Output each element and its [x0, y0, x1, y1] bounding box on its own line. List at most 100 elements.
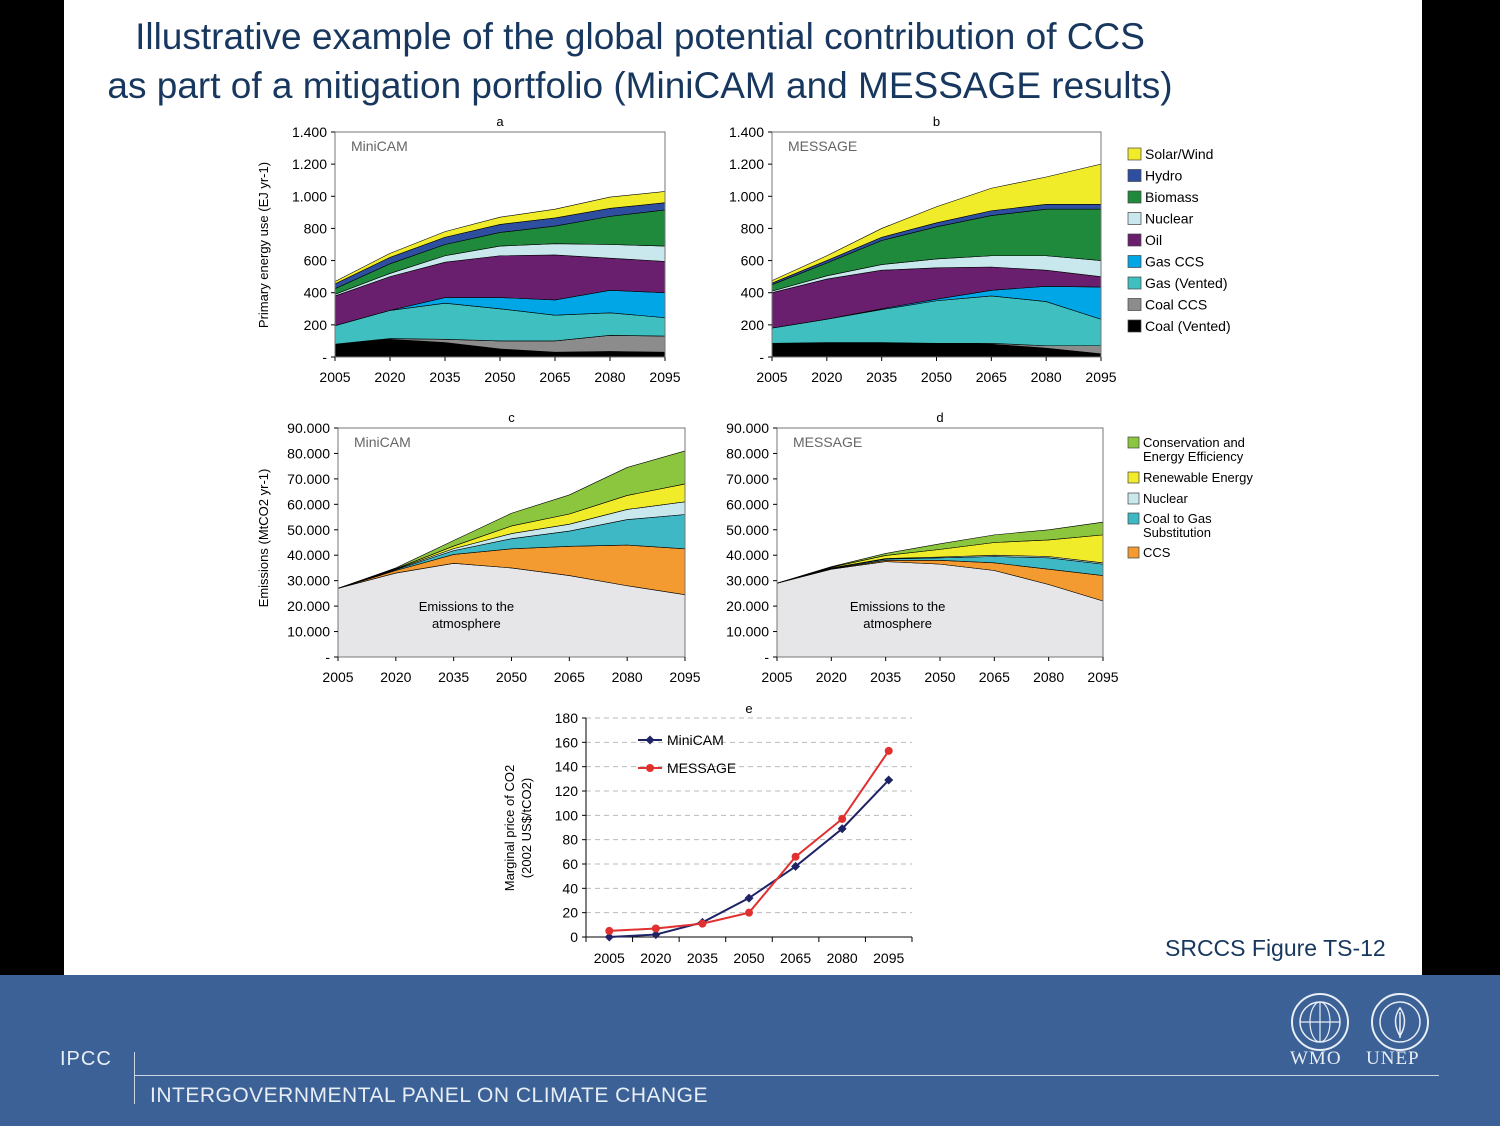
panel-a-x-tick-label: 2050: [484, 369, 515, 385]
legend-energy-label: Gas (Vented): [1145, 275, 1228, 291]
panel-e-y-tick-label: 160: [555, 734, 579, 750]
panel-a-x-tick-label: 2080: [594, 369, 625, 385]
panel-c-y-axis-label: Emissions (MtCO2 yr-1): [256, 469, 271, 608]
panel-e-point-message: [698, 919, 707, 928]
wmo-logo-label: WMO: [1290, 1048, 1342, 1069]
panel-b-y-tick-label: 800: [741, 220, 765, 236]
panel-d-model-label: MESSAGE: [793, 434, 862, 450]
slide-title: Illustrative example of the global poten…: [0, 12, 1280, 110]
panel-c-model-label: MiniCAM: [354, 434, 411, 450]
panel-d-x-tick-label: 2080: [1033, 669, 1064, 685]
panel-e-y-tick-label: 40: [562, 880, 578, 896]
panel-a-x-tick-label: 2035: [429, 369, 460, 385]
legend-energy-swatch: [1127, 169, 1142, 182]
panel-e-x-tick-label: 2035: [687, 950, 718, 966]
panel-a-x-tick-label: 2095: [649, 369, 680, 385]
panel-e-point-minicam: [604, 932, 614, 942]
panel-d-y-tick-label: 60.000: [726, 496, 769, 512]
panel-e-point-message: [745, 908, 753, 917]
legend-energy-label: Coal CCS: [1145, 297, 1207, 313]
panel-e-point-message: [884, 746, 893, 755]
panel-e-x-tick-label: 2080: [827, 950, 858, 966]
panel-d-y-tick-label: 80.000: [726, 445, 769, 461]
legend-energy-label: Biomass: [1145, 189, 1199, 205]
legend-energy-swatch: [1127, 298, 1142, 311]
panel-b-x-tick-label: 2080: [1031, 369, 1062, 385]
panel-e-x-tick-label: 2020: [640, 950, 671, 966]
panel-d-y-tick-label: 90.000: [726, 420, 769, 436]
panel-c-y-tick-label: 70.000: [287, 471, 330, 487]
panel-c-y-tick-label: 50.000: [287, 522, 330, 538]
slide-canvas: [64, 0, 1422, 975]
panel-b-y-tick-label: 600: [741, 253, 765, 269]
panel-e-point-minicam: [651, 930, 661, 940]
panel-e-y-tick-label: 180: [555, 710, 579, 726]
panel-c-x-tick-label: 2080: [612, 669, 643, 685]
legend-emissions-label: Energy Efficiency: [1143, 449, 1244, 464]
panel-e-x-tick-label: 2095: [873, 950, 904, 966]
panel-e-y-tick-label: 20: [562, 905, 578, 921]
legend-emissions-swatch: [1127, 436, 1140, 449]
panel-c-x-tick-label: 2020: [380, 669, 411, 685]
panel-a-y-tick-label: 600: [304, 253, 328, 269]
panel-d-x-tick-label: 2095: [1087, 669, 1118, 685]
panel-a-y-tick-label: 400: [304, 285, 328, 301]
figure-source-label: SRCCS Figure TS-12: [1165, 935, 1386, 961]
panel-c-x-tick-label: 2035: [438, 669, 469, 685]
legend-emissions-label: Coal to Gas: [1143, 511, 1212, 526]
legend-energy-swatch: [1127, 233, 1142, 247]
panel-e-x-tick-label: 2050: [733, 950, 764, 966]
panel-e-y-tick-label: 80: [562, 832, 578, 848]
panel-b-y-tick-label: -: [759, 349, 764, 365]
panel-e-x-tick-label: 2065: [780, 950, 811, 966]
panel-c-annotation-line-2: atmosphere: [432, 616, 501, 631]
unep-logo-icon: [1371, 993, 1429, 1051]
panel-e-legend-label: MESSAGE: [667, 760, 736, 776]
panel-d-annotation-line-1: Emissions to the: [850, 599, 945, 614]
panel-d-letter: d: [936, 410, 943, 425]
panel-c-x-tick-label: 2050: [496, 669, 527, 685]
panel-d-x-tick-label: 2050: [924, 669, 955, 685]
legend-emissions-swatch: [1127, 471, 1140, 484]
panel-d-x-tick-label: 2035: [870, 669, 901, 685]
panel-b-x-tick-label: 2005: [756, 369, 787, 385]
panel-d-y-tick-label: 30.000: [726, 573, 769, 589]
panel-e-y-tick-label: 100: [555, 807, 579, 823]
panel-d-x-tick-label: 2020: [816, 669, 847, 685]
panel-d-y-tick-label: 70.000: [726, 471, 769, 487]
panel-e-x-tick-label: 2005: [594, 950, 625, 966]
legend-energy-swatch: [1127, 319, 1142, 333]
panel-e-point-message: [651, 924, 660, 933]
panel-e-point-minicam: [837, 824, 847, 834]
panel-b-model-label: MESSAGE: [788, 138, 857, 154]
panel-e-legend-label: MiniCAM: [667, 732, 724, 748]
legend-emissions-swatch: [1127, 512, 1140, 525]
panel-d-y-tick-label: 50.000: [726, 522, 769, 538]
panel-c-y-tick-label: 20.000: [287, 598, 330, 614]
panel-b-x-tick-label: 2035: [866, 369, 897, 385]
panel-e-legend-marker: [645, 735, 655, 745]
panel-a-letter: a: [496, 114, 504, 129]
panel-e-point-message: [838, 814, 847, 823]
panel-a-model-label: MiniCAM: [351, 138, 408, 154]
panel-b-y-tick-label: 200: [741, 317, 765, 333]
panel-c-x-tick-label: 2095: [669, 669, 700, 685]
legend-energy-label: Coal (Vented): [1145, 318, 1231, 334]
panel-b-y-tick-label: 1.000: [729, 188, 764, 204]
panel-d-x-tick-label: 2005: [761, 669, 792, 685]
legend-energy-label: Hydro: [1145, 168, 1183, 184]
legend-energy-label: Solar/Wind: [1145, 146, 1213, 162]
legend-emissions-label: Conservation and: [1143, 435, 1245, 450]
panel-a-y-tick-label: -: [322, 349, 327, 365]
panel-b-x-tick-label: 2020: [811, 369, 842, 385]
panel-b-x-tick-label: 2050: [921, 369, 952, 385]
panel-e-y-axis-label-line-2: (2002 US$/tCO2): [519, 778, 534, 878]
panel-e-point-minicam: [791, 861, 801, 871]
panel-a-y-tick-label: 1.400: [292, 124, 327, 140]
panel-a-y-tick-label: 1.000: [292, 188, 327, 204]
legend-emissions-label: Renewable Energy: [1143, 470, 1253, 485]
legend-emissions-label: CCS: [1143, 545, 1171, 560]
panel-a-y-axis-label: Primary energy use (EJ yr-1): [256, 162, 271, 328]
panel-a-x-tick-label: 2065: [539, 369, 570, 385]
